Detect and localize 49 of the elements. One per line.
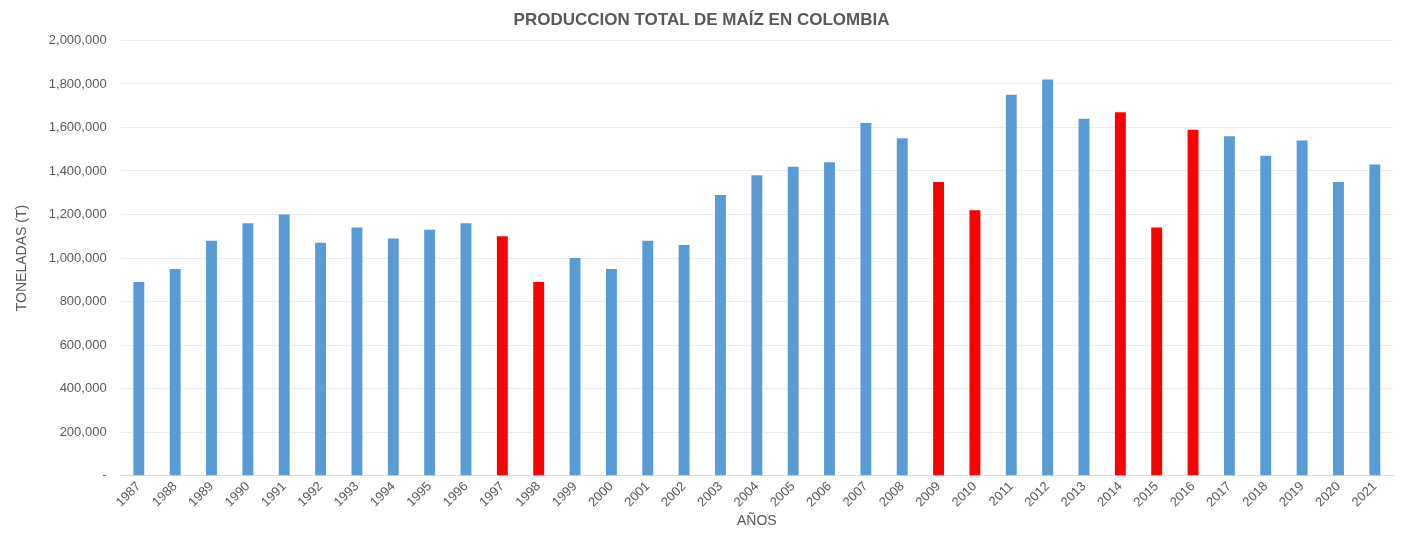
x-axis-title: AÑOS xyxy=(736,512,777,529)
bar xyxy=(860,123,872,476)
bar xyxy=(969,210,981,476)
y-tick-label: 1,000,000 xyxy=(48,249,107,265)
y-tick-label: 1,200,000 xyxy=(48,206,107,222)
bar xyxy=(1333,181,1344,476)
y-tick-label: 800,000 xyxy=(59,293,107,309)
bar xyxy=(642,240,654,476)
y-tick-label: 200,000 xyxy=(59,423,107,439)
bar xyxy=(496,236,508,476)
y-tick-label: 1,400,000 xyxy=(48,162,107,178)
y-tick-label: 400,000 xyxy=(59,380,107,396)
bar xyxy=(787,166,799,476)
bar xyxy=(715,194,726,476)
bar xyxy=(1187,129,1199,476)
chart-title: PRODUCCION TOTAL DE MAÍZ EN COLOMBIA xyxy=(513,9,890,29)
y-tick-label: - xyxy=(102,467,107,483)
bar xyxy=(1369,164,1381,476)
bar xyxy=(1114,112,1126,476)
bar xyxy=(569,258,581,476)
bar xyxy=(1296,140,1308,476)
bar xyxy=(242,223,254,476)
y-tick-label: 1,800,000 xyxy=(48,75,107,91)
bar xyxy=(678,245,690,476)
bar xyxy=(824,162,835,476)
bar xyxy=(1005,94,1017,476)
y-axis-title: TONELADAS (T) xyxy=(13,204,30,312)
bar xyxy=(933,181,945,476)
bar xyxy=(206,240,217,476)
bar xyxy=(605,268,617,476)
bar xyxy=(1151,227,1163,476)
bar xyxy=(351,227,363,476)
bar xyxy=(169,268,181,476)
y-tick-label: 600,000 xyxy=(59,336,107,352)
bar xyxy=(1223,136,1235,476)
bar xyxy=(387,238,399,476)
bar xyxy=(424,229,436,476)
bar xyxy=(133,282,145,476)
bar xyxy=(1078,118,1090,476)
y-tick-label: 2,000,000 xyxy=(48,31,107,47)
bar xyxy=(278,214,290,476)
y-tick-label: 1,600,000 xyxy=(48,119,107,135)
bar xyxy=(896,138,908,476)
bar xyxy=(533,282,545,476)
bar xyxy=(315,242,327,476)
bar xyxy=(1260,155,1272,476)
bar xyxy=(1042,79,1054,476)
bar xyxy=(460,223,472,476)
bar xyxy=(751,175,763,476)
